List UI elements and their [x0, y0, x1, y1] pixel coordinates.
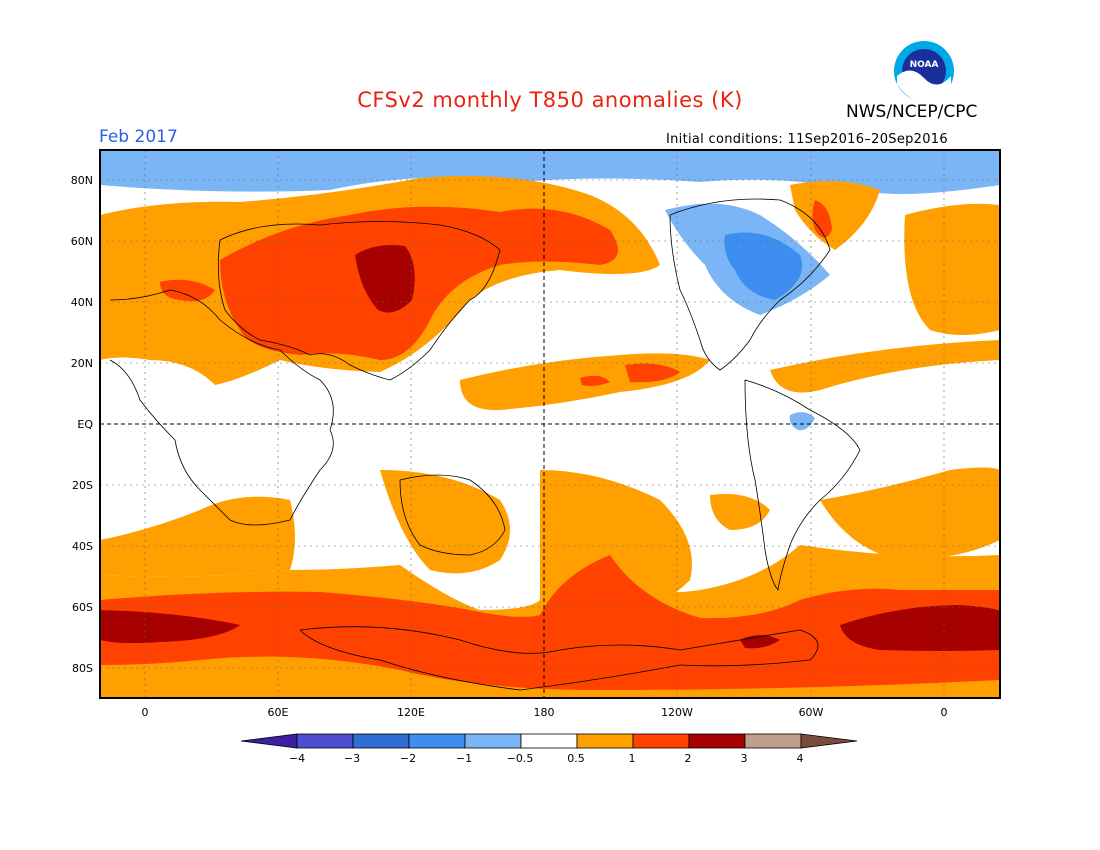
colorbar-labels: −4 −3 −2 −1 −0.5 0.5 1 2 3 4 [289, 752, 804, 765]
colorbar-label-m3: −3 [344, 752, 360, 765]
lat-label-20n: 20N [71, 357, 93, 370]
colorbar-label-p4: 4 [797, 752, 804, 765]
lat-label-80n: 80N [71, 174, 93, 187]
valid-month-label: Feb 2017 [99, 127, 178, 147]
colorbar-segment-9 [744, 733, 802, 749]
lon-label-120e: 120E [397, 706, 425, 719]
colorbar-label-p2: 2 [685, 752, 692, 765]
lat-label-eq: EQ [77, 418, 93, 431]
lon-label-60w: 60W [799, 706, 824, 719]
colorbar-segment-2 [352, 733, 410, 749]
equator-dateline [100, 150, 1000, 698]
colorbar-segment-0 [240, 733, 298, 749]
initial-conditions-label: Initial conditions: 11Sep2016–20Sep2016 [666, 132, 948, 147]
lat-label-40n: 40N [71, 296, 93, 309]
lon-label-0-east: 0 [941, 706, 948, 719]
colorbar-label-m05: −0.5 [507, 752, 534, 765]
agency-label: NWS/NCEP/CPC [846, 102, 978, 122]
colorbar-segment-5 [520, 733, 578, 749]
lon-label-180: 180 [534, 706, 555, 719]
warm-core-southern-ocean [100, 610, 240, 644]
colorbar-segment-4 [464, 733, 522, 749]
coastlines [109, 198, 861, 691]
lon-label-60e: 60E [268, 706, 289, 719]
colorbar-segment-6 [576, 733, 634, 749]
colorbar [240, 733, 858, 749]
map-frame [99, 149, 1001, 699]
lat-label-40s: 40S [72, 540, 93, 553]
graticule [100, 150, 1000, 698]
lat-label-60s: 60S [72, 601, 93, 614]
colorbar-segment-1 [296, 733, 354, 749]
lon-label-0: 0 [142, 706, 149, 719]
warm-core-asia [355, 245, 415, 313]
lat-label-80s: 80S [72, 662, 93, 675]
lon-axis: 0 60E 120E 180 120W 60W 0 [142, 706, 948, 719]
colorbar-segment-7 [632, 733, 690, 749]
lat-axis: 80N 60N 40N 20N EQ 20S 40S 60S 80S [71, 174, 94, 675]
map-title: CFSv2 monthly T850 anomalies (K) [357, 88, 743, 112]
colorbar-label-p05: 0.5 [567, 752, 585, 765]
colorbar-segment-10 [800, 733, 858, 749]
lat-label-60n: 60N [71, 235, 93, 248]
colorbar-segment-8 [688, 733, 746, 749]
colorbar-label-p3: 3 [741, 752, 748, 765]
logo-text: NOAA [910, 60, 939, 70]
colorbar-label-m4: −4 [289, 752, 305, 765]
lon-label-120w: 120W [661, 706, 693, 719]
lat-label-20s: 20S [72, 479, 93, 492]
colorbar-label-m1: −1 [456, 752, 472, 765]
colorbar-segment-3 [408, 733, 466, 749]
colorbar-label-p1: 1 [629, 752, 636, 765]
colorbar-label-m2: −2 [400, 752, 416, 765]
cold-band-arctic [100, 150, 1000, 194]
noaa-logo: NOAA [894, 41, 954, 102]
